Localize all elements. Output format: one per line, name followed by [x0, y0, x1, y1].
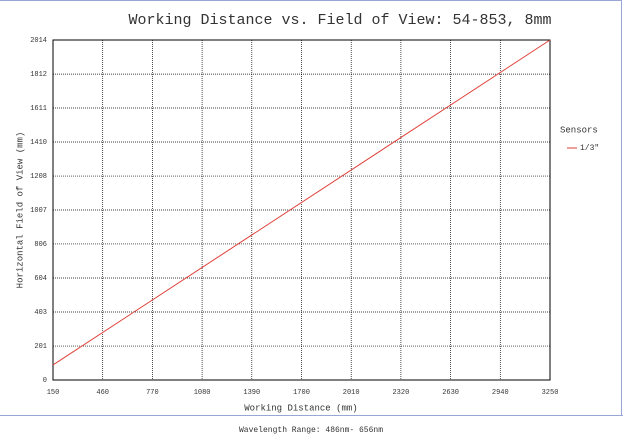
x-tick-label: 2940 — [492, 389, 509, 397]
series-line — [52, 39, 551, 366]
footer: Wavelength Range: 486nm- 656nm — [239, 426, 383, 435]
x-axis-label: Working Distance (mm) — [244, 403, 357, 413]
legend-title: Sensors — [560, 125, 598, 135]
y-tick-label: 806 — [34, 241, 47, 249]
x-tick-label: 3250 — [542, 389, 559, 397]
y-tick-label: 1812 — [30, 71, 47, 79]
y-tick-label: 1611 — [30, 105, 47, 113]
y-tick-label: 604 — [34, 275, 47, 283]
y-tick-label: 1410 — [30, 139, 47, 147]
legend-label: 1/3" — [580, 144, 599, 153]
x-tick-label: 770 — [146, 389, 159, 397]
x-tick-label: 1390 — [243, 389, 260, 397]
x-tick-label: 150 — [47, 389, 60, 397]
x-tick-label: 2010 — [343, 389, 360, 397]
y-tick-label: 1208 — [30, 173, 47, 181]
x-tick-label: 1700 — [293, 389, 310, 397]
x-tick-label: 2630 — [442, 389, 459, 397]
x-tick-label: 1080 — [194, 389, 211, 397]
x-tick-label: 2320 — [392, 389, 409, 397]
y-tick-label: 403 — [34, 309, 47, 317]
chart-title: Working Distance vs. Field of View: 54-8… — [128, 12, 551, 29]
y-tick-label: 201 — [34, 343, 47, 351]
y-tick-label: 1007 — [30, 207, 47, 215]
x-tick-label: 460 — [96, 389, 109, 397]
y-tick-label: 2014 — [30, 37, 47, 45]
y-tick-label: 0 — [43, 377, 47, 385]
plot-border — [52, 39, 551, 381]
y-axis-label: Horizontal Field of View (mm) — [15, 132, 25, 289]
